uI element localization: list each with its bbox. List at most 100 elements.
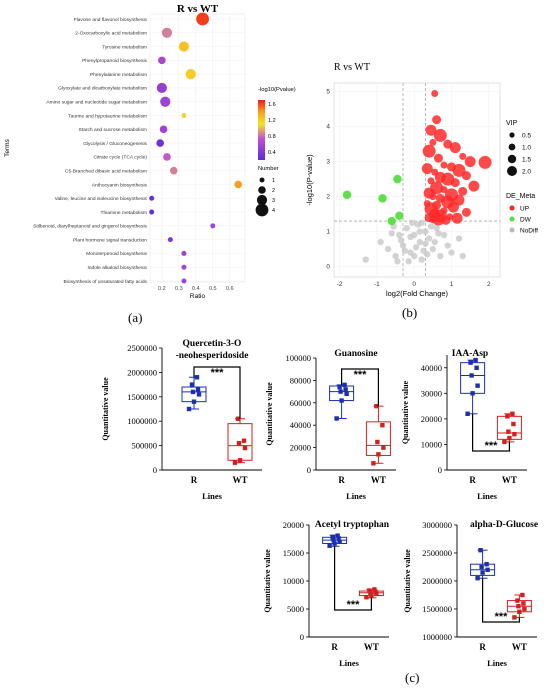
boxplot-point	[232, 460, 238, 465]
chart-a-term-label: Plant hormone signal transduction	[73, 237, 147, 243]
boxplot-point	[468, 360, 473, 365]
boxplot-point	[479, 564, 484, 570]
chart-b-vip-legend-label: 1.5	[522, 157, 531, 164]
chart-a-x-axis-label: Ratio	[190, 293, 206, 300]
chart-b-point-nodiff	[405, 258, 412, 265]
panel-label-a: (a)	[128, 310, 143, 325]
boxplot-y-tick-label: 1000000	[422, 632, 452, 642]
boxplot-y-axis-label: Quantitative value	[101, 377, 110, 441]
chart-b-y-tick-label: 2	[326, 194, 330, 201]
chart-b-point-nodiff	[427, 223, 435, 230]
boxplot-significance-bracket	[340, 368, 380, 407]
kegg-enrichment-bubble-chart: R vs WT 0.2 0.3 0.4 0.5 0.6 Flavone and flavon…	[4, 3, 296, 300]
boxplot-significance-bracket	[481, 578, 521, 623]
chart-b-point-up	[433, 128, 447, 142]
chart-b-point-nodiff	[411, 252, 418, 260]
boxplot-point	[369, 593, 374, 598]
boxplot-y-tick-label: 1000000	[127, 416, 157, 426]
chart-a-size-legend-title: Number	[258, 166, 279, 172]
chart-a-color-legend-tick: 0.4	[268, 150, 276, 156]
chart-a-term-label: Phenylpropanoid biosynthesis	[82, 58, 148, 64]
chart-a-size-legend-dot	[255, 203, 269, 217]
chart-a-term-label: Glycolysis / Gluconeogenesis	[83, 141, 147, 147]
chart-b-point-nodiff	[384, 245, 392, 253]
boxplot-point	[331, 537, 336, 543]
boxplot-significance-label: ***	[495, 611, 509, 623]
boxplot-point	[335, 533, 340, 538]
chart-a-title: R vs WT	[177, 3, 219, 15]
boxplot-significance-label: ***	[211, 367, 225, 379]
boxplot-alpha-d-glucose: alpha-D-Glucose 1000000 1500000 2000000 2500…	[403, 520, 538, 668]
boxplot-x-axis-label: Lines	[339, 658, 360, 668]
chart-b-vip-legend-dot	[508, 143, 516, 151]
panel-label-b: (b)	[402, 305, 418, 320]
boxplot-point	[194, 375, 200, 380]
chart-b-point-nodiff	[422, 228, 429, 235]
boxplot-point	[474, 365, 479, 370]
chart-b-y-tick-label: 4	[326, 124, 330, 131]
chart-b-point-nodiff	[433, 224, 440, 232]
boxplot-point	[342, 382, 347, 388]
chart-b-point-up	[450, 178, 460, 188]
chart-b-class-legend-swatch	[509, 205, 515, 211]
boxplot-point	[372, 587, 377, 592]
chart-a-term-label: Stilbenoid, diarylheptanoid and gingerol…	[33, 224, 147, 230]
boxplot-point	[516, 604, 521, 609]
boxplot-y-tick-label: 20000	[290, 443, 311, 453]
chart-b-vip-legend-dot	[507, 166, 517, 176]
chart-b-point-nodiff	[392, 252, 399, 260]
chart-a-bubble	[159, 125, 168, 134]
chart-a-x-tick-label: 0.3	[175, 286, 183, 292]
chart-b-y-tick-label: 1	[326, 229, 330, 236]
volcano-plot: R vs WT -2 -1 0 1 2 0 1 2 3 4 5 log2(Fold Change) -lo…	[305, 62, 538, 298]
boxplot-point	[190, 389, 196, 395]
chart-b-vip-legend-label: 1.0	[522, 145, 531, 152]
boxplot-point	[367, 588, 372, 593]
boxplot-point	[344, 391, 349, 397]
boxplot-y-tick-label: 1500000	[422, 604, 452, 614]
chart-b-point-up	[429, 138, 437, 146]
boxplot-y-tick-label: 10000	[421, 439, 442, 449]
chart-a-bubble	[163, 153, 171, 161]
boxplot-title: IAA-Asp	[452, 349, 488, 359]
boxplot-category-label: R	[331, 642, 338, 652]
boxplot-point	[236, 440, 242, 446]
boxplot-point	[517, 609, 522, 614]
boxplot-y-tick-label: 15000	[283, 548, 304, 558]
chart-a-term-label: Valine, leucine and isoleucine biosynthe…	[55, 196, 148, 202]
chart-b-class-legend-swatch	[509, 216, 515, 222]
chart-b-point-nodiff	[409, 219, 416, 227]
chart-a-bubble	[167, 237, 173, 243]
chart-a-bubble	[196, 12, 209, 26]
chart-b-point-up	[478, 155, 492, 169]
boxplot-point	[515, 598, 520, 603]
chart-a-plot-area	[149, 13, 246, 283]
boxplot-point	[374, 403, 379, 409]
chart-b-vip-legend-dot	[507, 154, 517, 164]
chart-b-point-nodiff	[418, 219, 425, 227]
boxplot-y-tick-label: 3000000	[422, 520, 452, 530]
boxplot-point	[507, 435, 512, 441]
chart-b-point-up	[431, 89, 439, 97]
boxplot-y-tick-label: 0	[300, 632, 304, 642]
chart-a-bubble	[149, 209, 155, 215]
boxplot-point	[470, 391, 475, 396]
boxplot-point	[343, 387, 348, 392]
boxplot-point	[511, 421, 516, 427]
chart-b-point-up	[447, 201, 459, 213]
boxplot-y-tick-label: 5000	[287, 604, 304, 614]
chart-a-bubble	[181, 250, 187, 256]
boxplot-box	[365, 421, 391, 456]
chart-b-point-nodiff	[444, 242, 451, 249]
chart-b-point-nodiff	[437, 252, 444, 260]
chart-a-bubble	[181, 264, 187, 270]
boxplot-y-tick-label: 2000000	[422, 576, 452, 586]
chart-b-point-up	[422, 144, 436, 158]
chart-b-y-axis-label: -log10(P-value)	[305, 154, 314, 206]
chart-a-bubble	[178, 41, 190, 52]
boxplot-title: Acetyl tryptophan	[315, 520, 390, 530]
chart-a-size-legend-dot	[258, 186, 266, 194]
panel-label-c: (c)	[405, 670, 420, 685]
chart-b-point-up	[452, 163, 466, 177]
boxplot-guanosine: Guanosine 0 20000 40000 60000 80000 100000 R WT *…	[265, 349, 396, 501]
